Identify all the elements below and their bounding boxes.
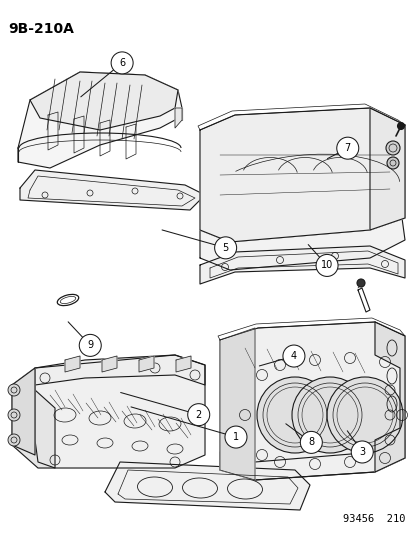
Polygon shape [12,355,204,385]
Polygon shape [199,246,404,284]
Circle shape [315,254,337,277]
Circle shape [8,434,20,446]
Circle shape [356,279,364,287]
Polygon shape [65,356,80,372]
Polygon shape [102,356,117,372]
Circle shape [396,123,404,130]
Text: 93456  210: 93456 210 [343,514,405,524]
Circle shape [8,384,20,396]
Text: 6: 6 [119,58,125,68]
Text: 4: 4 [290,351,296,361]
Text: 5: 5 [222,243,228,253]
Polygon shape [12,385,55,468]
Polygon shape [105,462,309,510]
Circle shape [224,426,247,448]
Polygon shape [18,72,182,168]
Text: 2: 2 [195,410,202,419]
Polygon shape [12,368,35,455]
Polygon shape [139,356,154,372]
Circle shape [326,377,402,453]
Circle shape [385,141,399,155]
Polygon shape [199,108,404,242]
Text: 9: 9 [87,341,93,350]
Circle shape [282,345,304,367]
Circle shape [214,237,236,259]
Circle shape [386,157,398,169]
Polygon shape [219,322,404,480]
Circle shape [187,403,209,426]
Circle shape [336,137,358,159]
Polygon shape [175,108,182,128]
Circle shape [8,409,20,421]
Polygon shape [369,108,404,230]
Text: 1: 1 [233,432,238,442]
Polygon shape [374,322,404,472]
Text: 7: 7 [344,143,350,153]
Polygon shape [176,356,190,372]
Polygon shape [35,355,204,468]
Polygon shape [199,218,404,270]
Circle shape [79,334,101,357]
Polygon shape [219,328,254,480]
Text: 9B-210A: 9B-210A [8,22,74,36]
Circle shape [350,441,373,463]
Polygon shape [20,170,204,210]
Text: 10: 10 [320,261,332,270]
Polygon shape [219,440,404,480]
Text: 8: 8 [308,438,313,447]
Circle shape [256,377,332,453]
Circle shape [291,377,367,453]
Polygon shape [30,72,178,130]
Text: 3: 3 [358,447,364,457]
Circle shape [299,431,322,454]
Circle shape [111,52,133,74]
